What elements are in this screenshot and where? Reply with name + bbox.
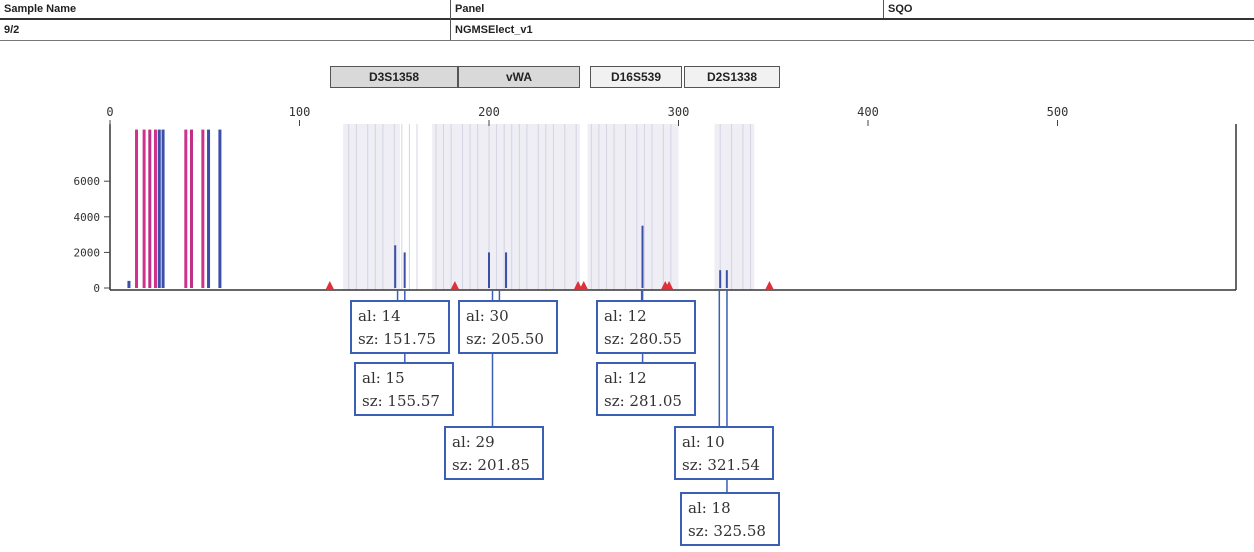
primer-peak (161, 129, 165, 288)
allele-peak (403, 252, 406, 288)
x-tick-label: 0 (106, 105, 113, 119)
x-axis-ticks: 0 100 200 300 400 500 (106, 105, 1068, 126)
header-value-row: 9/2 NGMSElect_v1 (0, 20, 1254, 40)
size-label: sz: 325.58 (688, 522, 766, 540)
primer-peak (157, 129, 161, 288)
size-label: sz: 205.50 (466, 330, 544, 348)
allele-peak (505, 252, 508, 288)
marker-button-d3s1358[interactable]: D3S1358 (330, 66, 458, 88)
allele-bin (587, 124, 679, 290)
allele-label: al: 12 (604, 369, 647, 387)
y-tick-label: 2000 (74, 246, 101, 259)
allele-peak (641, 225, 644, 288)
allele-call-box[interactable]: al: 10 sz: 321.54 (674, 426, 774, 480)
allele-bin (714, 124, 755, 290)
allele-call-box[interactable]: al: 14 sz: 151.75 (350, 300, 450, 354)
size-label: sz: 155.57 (362, 392, 440, 410)
x-tick-label: 300 (668, 105, 690, 119)
size-label: sz: 151.75 (358, 330, 436, 348)
marker-button-vwa[interactable]: vWA (458, 66, 580, 88)
size-label: sz: 201.85 (452, 456, 530, 474)
y-tick-label: 0 (93, 282, 100, 295)
sqo-label: SQO (888, 3, 913, 15)
marker-button-d2s1338[interactable]: D2S1338 (684, 66, 780, 88)
allele-call-box[interactable]: al: 18 sz: 325.58 (680, 492, 780, 546)
allele-call-box[interactable]: al: 12 sz: 280.55 (596, 300, 696, 354)
y-tick-label: 4000 (74, 211, 101, 224)
allele-peak (719, 270, 722, 288)
allele-label: al: 29 (452, 433, 495, 451)
header-divider (883, 0, 884, 18)
allele-peak (394, 245, 397, 288)
panel-value: NGMSElect_v1 (455, 24, 533, 36)
primer-peak (184, 129, 188, 288)
sample-name-value: 9/2 (4, 24, 20, 36)
primer-peak (218, 129, 222, 288)
allele-peak (488, 252, 490, 288)
x-tick-label: 400 (857, 105, 879, 119)
size-label: sz: 281.05 (604, 392, 682, 410)
sample-name-label: Sample Name (4, 3, 77, 15)
allele-label: al: 12 (604, 307, 647, 325)
allele-label: al: 18 (688, 499, 731, 517)
panel-label: Panel (455, 3, 485, 15)
size-label: sz: 280.55 (604, 330, 682, 348)
marker-button-d16s539[interactable]: D16S539 (590, 66, 682, 88)
size-marker (325, 281, 334, 289)
y-axis-ticks: 0 2000 4000 6000 (74, 175, 110, 295)
primer-peak (201, 129, 205, 288)
x-tick-label: 500 (1047, 105, 1069, 119)
size-marker (574, 281, 583, 289)
allele-call-box[interactable]: al: 15 sz: 155.57 (354, 362, 454, 416)
primer-peak (142, 129, 146, 288)
allele-bins (343, 124, 755, 290)
allele-label: al: 14 (358, 307, 401, 325)
size-marker (665, 281, 674, 289)
size-marker (450, 281, 459, 289)
primer-peak (207, 129, 211, 288)
primer-peak (135, 129, 139, 288)
x-tick-label: 200 (478, 105, 500, 119)
primer-peak (189, 129, 193, 288)
primer-peak (153, 129, 157, 288)
plot-frame (109, 124, 1237, 291)
allele-label: al: 30 (466, 307, 509, 325)
size-marker (765, 281, 774, 289)
size-standard-markers (325, 281, 774, 289)
primer-peak (148, 129, 152, 288)
allele-label: al: 10 (682, 433, 725, 451)
allele-call-box[interactable]: al: 29 sz: 201.85 (444, 426, 544, 480)
header-divider (450, 0, 451, 40)
sample-header-table: Sample Name Panel SQO 9/2 NGMSElect_v1 (0, 0, 1254, 41)
allele-call-box[interactable]: al: 30 sz: 205.50 (458, 300, 558, 354)
primer-peaks (127, 129, 222, 288)
y-tick-label: 6000 (74, 175, 101, 188)
primer-peak (127, 280, 131, 288)
allele-call-box[interactable]: al: 12 sz: 281.05 (596, 362, 696, 416)
allele-bin (343, 124, 400, 290)
allele-peak (725, 270, 728, 288)
allele-peaks (394, 225, 728, 288)
size-marker (579, 281, 588, 289)
allele-label: al: 15 (362, 369, 405, 387)
size-label: sz: 321.54 (682, 456, 760, 474)
x-tick-label: 100 (289, 105, 311, 119)
header-label-row: Sample Name Panel SQO (0, 0, 1254, 20)
